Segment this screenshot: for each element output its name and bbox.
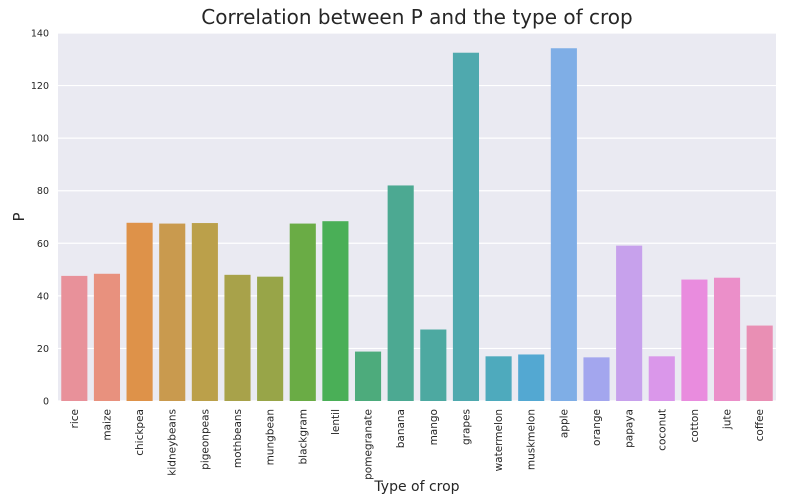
- bar-mango: [420, 329, 447, 401]
- x-tick-label-coconut: coconut: [656, 409, 668, 451]
- y-tick-label: 20: [37, 344, 49, 355]
- bar-apple: [550, 48, 577, 401]
- y-tick-label: 40: [37, 291, 49, 302]
- y-axis-ticks: 0 20 40 60 80 100 120 140: [31, 29, 49, 408]
- x-tick-label-kidneybeans: kidneybeans: [167, 409, 179, 476]
- bar-rice: [61, 275, 88, 401]
- y-tick-label: 0: [43, 397, 49, 408]
- x-tick-label-blackgram: blackgram: [297, 409, 309, 465]
- x-tick-label-papaya: papaya: [624, 409, 636, 448]
- x-tick-label-mungbean: mungbean: [265, 409, 277, 465]
- bar-pomegranate: [354, 351, 382, 401]
- y-axis-label: P: [10, 212, 28, 221]
- bar-pigeonpeas: [191, 223, 218, 401]
- bar-cotton: [681, 279, 708, 401]
- y-tick-label: 140: [31, 29, 49, 40]
- x-tick-label-mango: mango: [428, 409, 440, 445]
- x-tick-label-banana: banana: [395, 409, 407, 448]
- y-tick-label: 60: [37, 239, 49, 250]
- bars: [61, 48, 773, 401]
- bar-orange: [583, 357, 610, 401]
- x-tick-label-coffee: coffee: [754, 409, 766, 441]
- x-tick-label-apple: apple: [558, 409, 570, 438]
- bar-grapes: [452, 52, 480, 401]
- bar-maize: [93, 273, 121, 401]
- bar-coffee: [746, 325, 773, 401]
- x-tick-label-grapes: grapes: [460, 409, 472, 445]
- y-tick-label: 80: [37, 186, 49, 197]
- x-tick-label-muskmelon: muskmelon: [526, 409, 538, 470]
- bar-muskmelon: [518, 354, 545, 401]
- bar-papaya: [616, 245, 643, 401]
- bar-jute: [713, 277, 741, 401]
- chart-title: Correlation between P and the type of cr…: [201, 5, 632, 29]
- bar-banana: [387, 185, 414, 401]
- x-tick-label-pigeonpeas: pigeonpeas: [199, 409, 211, 470]
- x-tick-label-lentil: lentil: [330, 409, 342, 435]
- x-tick-label-watermelon: watermelon: [493, 409, 505, 471]
- bar-chickpea: [126, 222, 153, 401]
- bar-mungbean: [257, 276, 284, 401]
- x-tick-label-maize: maize: [101, 409, 113, 441]
- bar-mothbeans: [224, 274, 251, 401]
- bar-kidneybeans: [159, 223, 186, 401]
- bar-blackgram: [289, 223, 316, 401]
- x-tick-label-jute: jute: [722, 409, 734, 430]
- y-tick-label: 100: [31, 134, 49, 145]
- x-tick-label-orange: orange: [591, 409, 603, 446]
- bar-lentil: [322, 221, 349, 401]
- x-tick-label-chickpea: chickpea: [134, 409, 146, 456]
- bar-watermelon: [485, 356, 512, 401]
- x-tick-label-rice: rice: [69, 409, 81, 428]
- x-axis-ticks: rice maize chickpea kidneybeans pigeonpeas mo…: [69, 409, 766, 480]
- x-tick-label-cotton: cotton: [689, 409, 701, 443]
- x-axis-label: Type of crop: [373, 479, 459, 495]
- bar-coconut: [648, 356, 675, 401]
- x-tick-label-pomegranate: pomegranate: [363, 409, 375, 480]
- y-tick-label: 120: [31, 81, 49, 92]
- x-tick-label-mothbeans: mothbeans: [232, 409, 244, 468]
